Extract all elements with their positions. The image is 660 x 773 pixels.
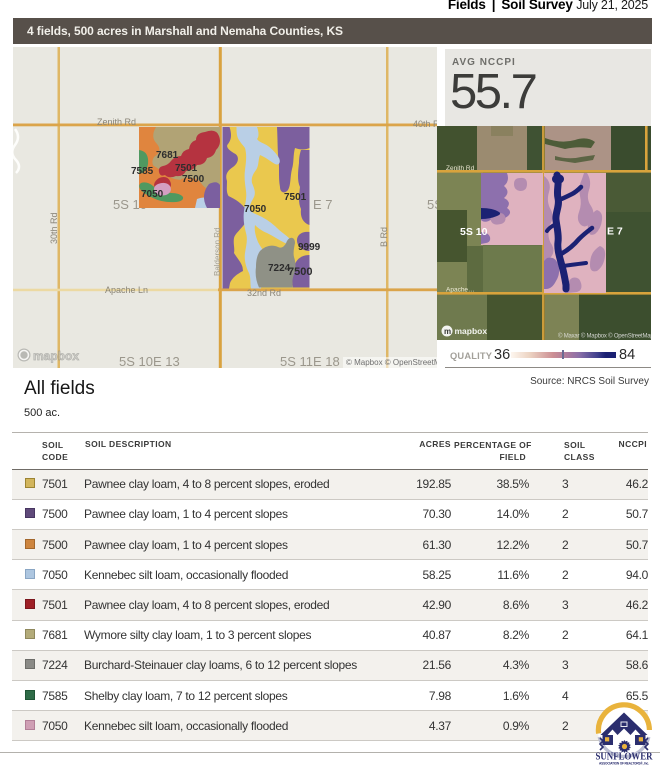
svg-text:32nd Rd: 32nd Rd — [247, 288, 281, 298]
svg-text:7500: 7500 — [288, 266, 312, 278]
svg-text:Apache…: Apache… — [446, 287, 475, 294]
svg-text:7501: 7501 — [175, 163, 198, 174]
svg-text:7501: 7501 — [284, 192, 307, 203]
svg-text:7224: 7224 — [268, 263, 291, 274]
svg-text:7050: 7050 — [244, 204, 267, 215]
svg-text:9999: 9999 — [298, 242, 321, 253]
svg-text:30th Rd: 30th Rd — [49, 212, 59, 244]
svg-text:m: m — [444, 327, 451, 336]
svg-text:7585: 7585 — [131, 166, 154, 177]
svg-text:Zenith Rd: Zenith Rd — [446, 165, 475, 172]
svg-text:ASSOCIATION OF REALTORS®, Inc.: ASSOCIATION OF REALTORS®, Inc. — [599, 762, 649, 766]
svg-text:Apache Ln: Apache Ln — [105, 285, 148, 295]
svg-text:mapbox: mapbox — [455, 326, 488, 336]
svg-text:5S 10: 5S 10 — [460, 226, 488, 238]
svg-text:7681: 7681 — [156, 150, 179, 161]
svg-text:Zenith Rd: Zenith Rd — [97, 117, 136, 127]
svg-text:5S: 5S — [427, 197, 437, 212]
svg-text:SUNFLOWER: SUNFLOWER — [596, 752, 653, 763]
svg-text:mapbox: mapbox — [33, 349, 79, 363]
svg-text:7500: 7500 — [182, 174, 205, 185]
svg-text:© Maxar © Mapbox © OpenStreetM: © Maxar © Mapbox © OpenStreetMap — [558, 333, 651, 340]
svg-text:5S 10: 5S 10 — [113, 197, 147, 212]
svg-text:Balderson Rd: Balderson Rd — [213, 228, 222, 276]
svg-text:7050: 7050 — [141, 189, 164, 200]
svg-text:E 7: E 7 — [607, 226, 623, 238]
svg-text:40th R: 40th R — [413, 119, 437, 129]
svg-text:5S 11E 18: 5S 11E 18 — [280, 354, 340, 368]
svg-text:5S 10E 13: 5S 10E 13 — [119, 354, 180, 368]
svg-text:E 7: E 7 — [313, 197, 333, 212]
svg-text:B Rd: B Rd — [379, 227, 389, 247]
svg-text:© Mapbox © OpenStreetMap: © Mapbox © OpenStreetMap — [346, 358, 437, 367]
